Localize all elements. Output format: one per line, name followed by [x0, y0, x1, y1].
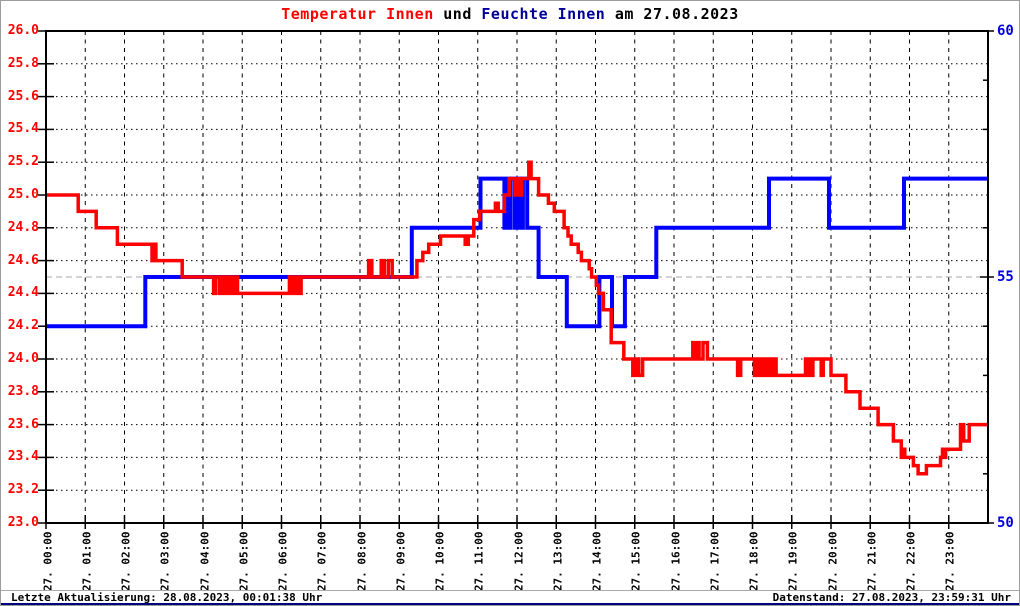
y-right-tick-label: 50 [997, 515, 1014, 531]
y-left-tick-label: 23.6 [7, 416, 39, 432]
x-tick-label: 27. 14:00 [590, 531, 604, 592]
y-left-tick-label: 25.4 [7, 121, 39, 137]
y-left-tick-label: 24.8 [7, 219, 39, 235]
x-tick-label: 27. 07:00 [315, 531, 329, 592]
x-tick-label: 27. 06:00 [276, 531, 290, 592]
footer-bar: Letzte Aktualisierung: 28.08.2023, 00:01… [1, 590, 1019, 604]
y-left-tick-label: 26.0 [7, 23, 39, 38]
y-left-tick-label: 24.0 [7, 351, 39, 366]
chart-title: Temperatur Innen und Feuchte Innen am 27… [1, 5, 1019, 23]
x-tick-label: 27. 21:00 [865, 531, 879, 592]
x-tick-label: 27. 05:00 [237, 531, 251, 592]
x-tick-label: 27. 15:00 [629, 531, 643, 592]
x-tick-label: 27. 10:00 [433, 531, 447, 592]
y-left-tick-label: 25.6 [7, 88, 39, 104]
y-left-tick-label: 25.0 [7, 187, 39, 202]
x-tick-label: 27. 04:00 [198, 531, 211, 592]
data-timestamp-label: Datenstand: 27.08.2023, 23:59:31 Uhr [772, 591, 1011, 604]
x-tick-label: 27. 17:00 [708, 531, 722, 592]
x-tick-label: 27. 22:00 [904, 531, 918, 592]
footer-accent-bar [1, 603, 1019, 605]
y-right-tick-label: 60 [997, 23, 1014, 39]
y-left-tick-label: 23.2 [7, 482, 39, 498]
x-tick-label: 27. 13:00 [551, 531, 565, 592]
humidity-series-line [46, 176, 988, 329]
y-right-tick-label: 55 [997, 269, 1014, 285]
title-conjunction: und [433, 5, 482, 23]
x-tick-label: 27. 12:00 [512, 531, 525, 592]
x-tick-label: 27. 11:00 [472, 531, 486, 592]
y-left-tick-label: 25.2 [7, 154, 39, 170]
x-tick-label: 27. 16:00 [669, 531, 682, 592]
x-tick-label: 27. 00:00 [41, 531, 54, 592]
y-left-tick-label: 24.6 [7, 252, 39, 268]
x-tick-label: 27. 23:00 [943, 531, 957, 592]
temperature-series-line [46, 160, 988, 476]
y-left-tick-label: 24.2 [7, 318, 39, 334]
plot-border [45, 30, 989, 524]
title-temperature-label: Temperatur Innen [281, 5, 434, 23]
title-humidity-label: Feuchte Innen [481, 5, 606, 23]
y-left-tick-label: 25.8 [7, 55, 39, 71]
chart-canvas [38, 30, 994, 529]
y-left-tick-label: 23.4 [7, 449, 39, 465]
x-tick-label: 27. 08:00 [355, 531, 368, 592]
y-left-tick-label: 23.0 [7, 515, 39, 530]
x-tick-label: 27. 03:00 [158, 531, 172, 592]
x-tick-label: 27. 09:00 [394, 531, 408, 592]
x-tick-label: 27. 18:00 [747, 531, 761, 592]
y-left-tick-label: 23.8 [7, 383, 39, 399]
x-tick-label: 27. 20:00 [826, 531, 839, 592]
title-date-label: am 27.08.2023 [605, 5, 739, 23]
last-update-label: Letzte Aktualisierung: 28.08.2023, 00:01… [11, 591, 323, 604]
x-tick-label: 27. 19:00 [786, 531, 800, 592]
y-left-tick-label: 24.4 [7, 285, 39, 301]
x-tick-label: 27. 01:00 [80, 531, 94, 592]
x-tick-label: 27. 02:00 [119, 531, 133, 592]
